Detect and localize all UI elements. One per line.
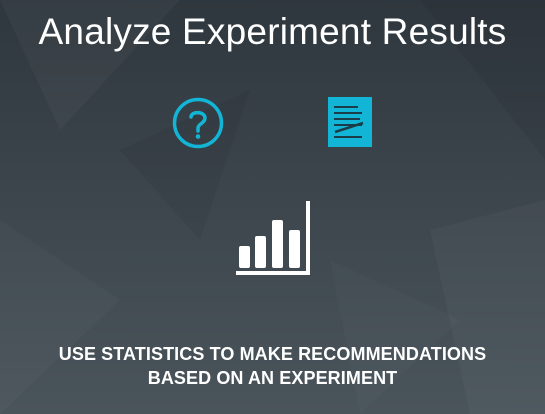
question-mark-circle-icon [172,97,224,149]
slide-title: Analyze Experiment Results [38,11,507,52]
subtitle-line-1: USE STATISTICS TO MAKE RECOMMENDATIONS [58,344,487,364]
document-notes-icon [328,97,372,147]
bar-chart-icon [236,201,310,275]
subtitle-line-2: BASED ON AN EXPERIMENT [147,368,398,388]
slide-subtitle: USE STATISTICS TO MAKE RECOMMENDATIONS B… [0,342,545,390]
